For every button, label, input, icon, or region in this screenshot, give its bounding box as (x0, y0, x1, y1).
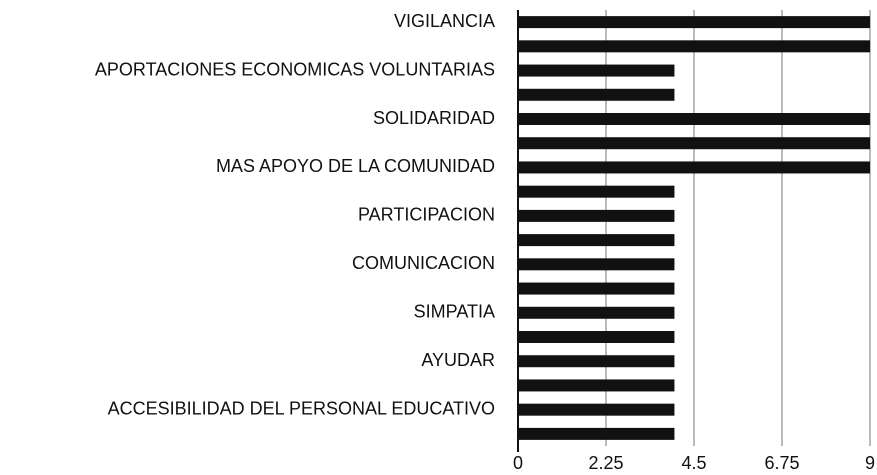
bar (518, 234, 675, 247)
y-tick-label: SIMPATIA (414, 302, 495, 322)
bar (518, 185, 675, 198)
bar (518, 88, 675, 101)
bar (518, 403, 675, 416)
bar (518, 331, 675, 343)
bar (518, 282, 675, 295)
y-tick-label: SOLIDARIDAD (373, 108, 495, 128)
y-tick-label: AYUDAR (421, 350, 495, 370)
bar (518, 161, 870, 174)
bar (518, 355, 675, 368)
bar (518, 40, 870, 53)
bar (518, 379, 675, 392)
bar (518, 306, 675, 319)
bar (518, 137, 870, 150)
y-tick-label: VIGILANCIA (394, 11, 495, 31)
bar (518, 209, 675, 222)
bar (518, 258, 675, 271)
x-tick-label: 9 (865, 453, 875, 473)
x-tick-label: 0 (513, 453, 523, 473)
bar (518, 64, 675, 77)
y-tick-label: PARTICIPACION (358, 205, 495, 225)
y-tick-label: ACCESIBILIDAD DEL PERSONAL EDUCATIVO (108, 398, 495, 418)
x-tick-label: 4.5 (681, 453, 706, 473)
bar (518, 113, 870, 125)
x-tick-label: 6.75 (764, 453, 799, 473)
y-tick-label: APORTACIONES ECONOMICAS VOLUNTARIAS (95, 59, 495, 79)
bar (518, 16, 870, 29)
y-tick-label: COMUNICACION (352, 253, 495, 273)
x-tick-label: 2.25 (588, 453, 623, 473)
y-tick-label: MAS APOYO DE LA COMUNIDAD (216, 156, 495, 176)
bar (518, 427, 675, 440)
